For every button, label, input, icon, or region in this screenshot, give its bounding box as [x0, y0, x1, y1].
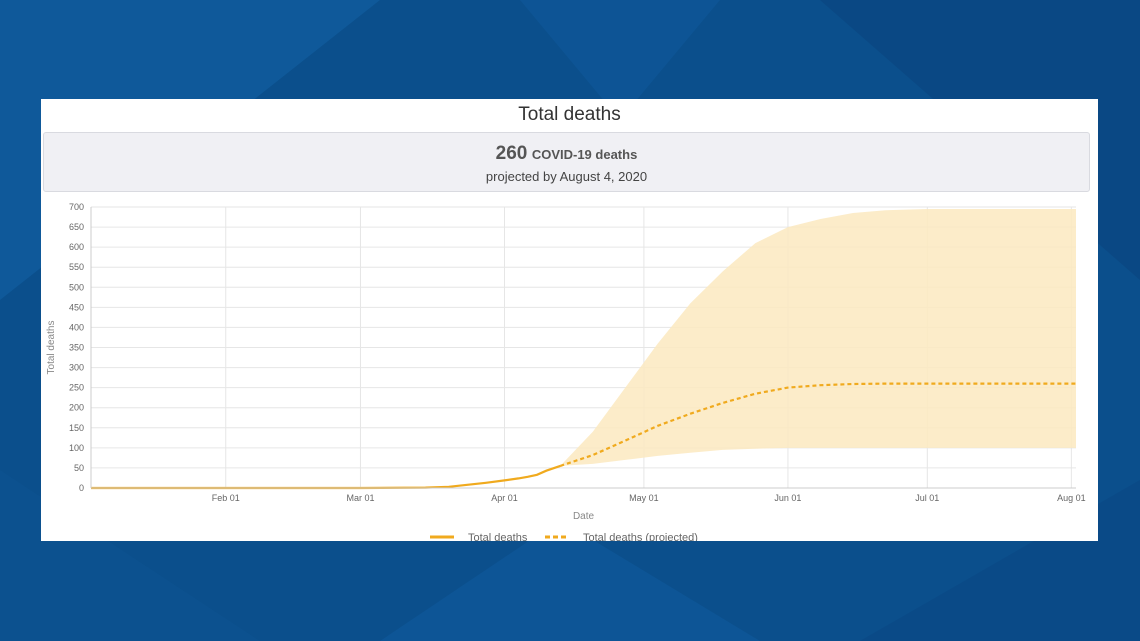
y-axis-title: Total deaths	[46, 321, 57, 375]
legend: Total deaths Total deaths (projected)	[430, 532, 698, 541]
chart-title: Total deaths	[518, 104, 621, 125]
y-tick-label: 650	[69, 222, 84, 232]
legend-label-total-deaths[interactable]: Total deaths	[468, 532, 528, 541]
y-tick-label: 300	[69, 363, 84, 373]
y-tick-label: 450	[69, 302, 84, 312]
summary-box: 260 COVID-19 deaths projected by August …	[43, 132, 1090, 192]
x-tick-label: Apr 01	[491, 493, 518, 503]
series-line-total-deaths	[91, 464, 561, 490]
y-tick-label: 0	[79, 483, 84, 493]
summary-value: 260	[495, 143, 528, 164]
x-tick-label: Jun 01	[774, 493, 801, 503]
summary-label: COVID-19 deaths	[531, 147, 638, 162]
x-axis-title: Date	[573, 511, 595, 522]
legend-label-total-deaths-projected[interactable]: Total deaths (projected)	[583, 532, 698, 541]
y-tick-label: 100	[69, 443, 84, 453]
uncertainty-band	[560, 209, 1076, 466]
y-tick-labels: 0 50 100 150 200 250 300 350 400 450 500 550 600 650 7…	[69, 202, 84, 493]
deaths-line-chart: 0 50 100 150 200 250 300 350 400 450 500 550 600 650 7…	[46, 202, 1086, 541]
y-tick-label: 600	[69, 242, 84, 252]
y-tick-label: 550	[69, 262, 84, 272]
y-tick-label: 500	[69, 282, 84, 292]
y-tick-label: 50	[74, 463, 84, 473]
y-tick-label: 150	[69, 423, 84, 433]
axes	[90, 207, 1076, 489]
y-tick-label: 250	[69, 383, 84, 393]
x-tick-labels: Feb 01 Mar 01 Apr 01 May 01 Jun 01 Jul 01 Aug …	[212, 493, 1086, 503]
y-tick-label: 700	[69, 202, 84, 212]
x-tick-label: May 01	[629, 493, 659, 503]
y-tick-label: 350	[69, 343, 84, 353]
x-tick-label: Feb 01	[212, 493, 240, 503]
summary-subtitle: projected by August 4, 2020	[485, 169, 648, 184]
x-tick-label: Mar 01	[346, 493, 374, 503]
x-tick-label: Aug 01	[1057, 493, 1086, 503]
y-tick-label: 400	[69, 322, 84, 332]
chart-card: Total deaths 260 COVID-19 deaths project…	[41, 99, 1098, 541]
y-tick-label: 200	[69, 403, 84, 413]
x-tick-label: Jul 01	[915, 493, 939, 503]
series-line-total-deaths-projected	[559, 382, 1076, 467]
